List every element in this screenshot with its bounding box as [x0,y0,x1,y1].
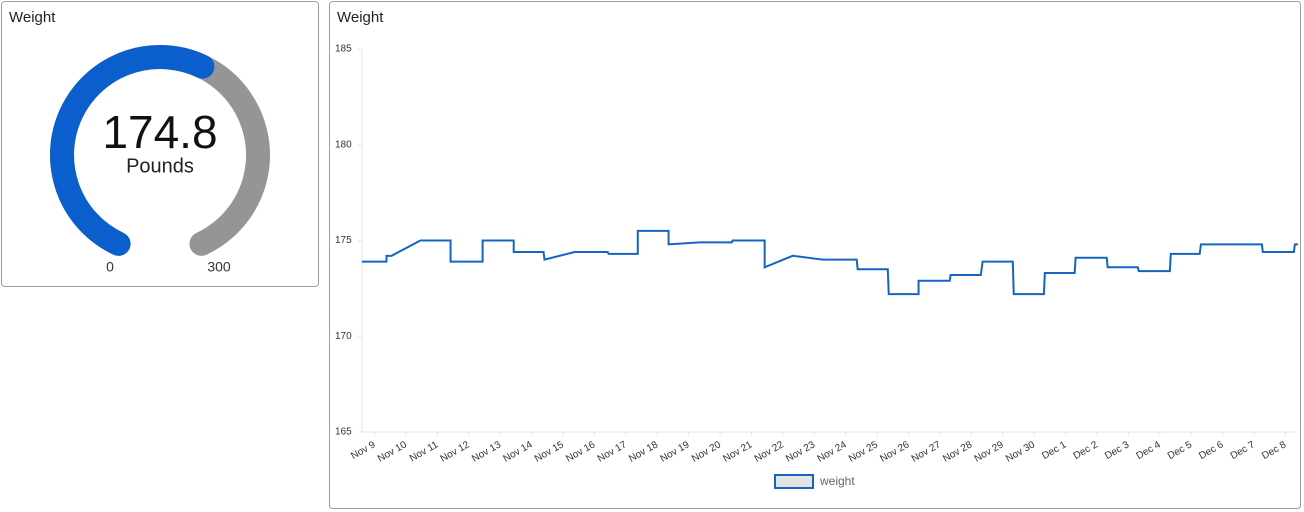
legend-label: weight [819,474,855,488]
gauge-unit: Pounds [126,155,194,177]
legend-swatch [774,474,814,489]
gauge-max: 300 [207,259,231,275]
series-line [362,229,1298,296]
y-tick-label: 170 [335,331,352,342]
y-tick-label: 180 [335,139,352,150]
history-card [329,1,1301,509]
gauge-min: 0 [106,259,114,275]
y-tick-label: 185 [335,44,352,55]
card-title: Weight [9,9,56,26]
y-tick-label: 165 [335,427,352,438]
gauge-value: 174.8 [102,106,217,158]
card-title: Weight [337,9,384,26]
gauge-value-arc [50,45,215,256]
y-tick-label: 175 [335,235,352,246]
